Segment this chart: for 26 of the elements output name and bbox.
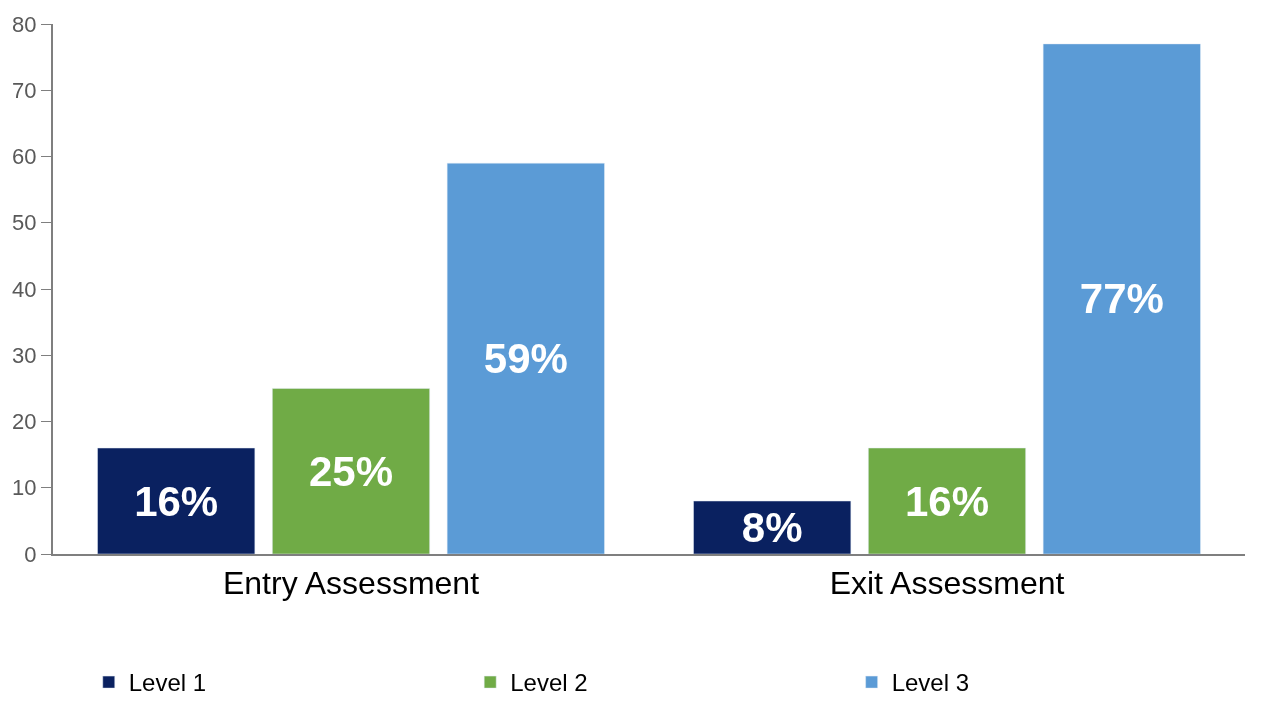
y-tick-label: 70 (12, 77, 37, 103)
y-tick-label: 60 (12, 144, 37, 170)
x-tick-label: Exit Assessment (829, 565, 1065, 602)
data-label: 8% (741, 504, 803, 551)
x-tick-label: Entry Assessment (222, 565, 480, 602)
bar (693, 500, 852, 554)
y-tick-label: 30 (12, 342, 37, 368)
y-tick-label: 0 (24, 541, 37, 567)
data-label: 59% (483, 335, 568, 383)
bar (1042, 43, 1201, 554)
bar (868, 447, 1026, 554)
legend-label: Level 3 (891, 669, 970, 697)
data-label: 16% (904, 477, 990, 525)
data-label: 25% (308, 447, 394, 495)
y-tick-label: 40 (12, 276, 37, 302)
legend-label: Level 2 (510, 669, 588, 697)
legend-label: Level 1 (128, 669, 207, 697)
bar (97, 447, 256, 554)
bar (272, 388, 430, 554)
y-tick-label: 80 (12, 11, 37, 37)
data-label: 77% (1079, 275, 1164, 323)
y-tick-label: 10 (12, 475, 37, 501)
bar (446, 162, 605, 554)
data-label: 16% (134, 477, 219, 525)
y-tick-label: 20 (12, 409, 37, 435)
y-tick-label: 50 (12, 210, 37, 236)
